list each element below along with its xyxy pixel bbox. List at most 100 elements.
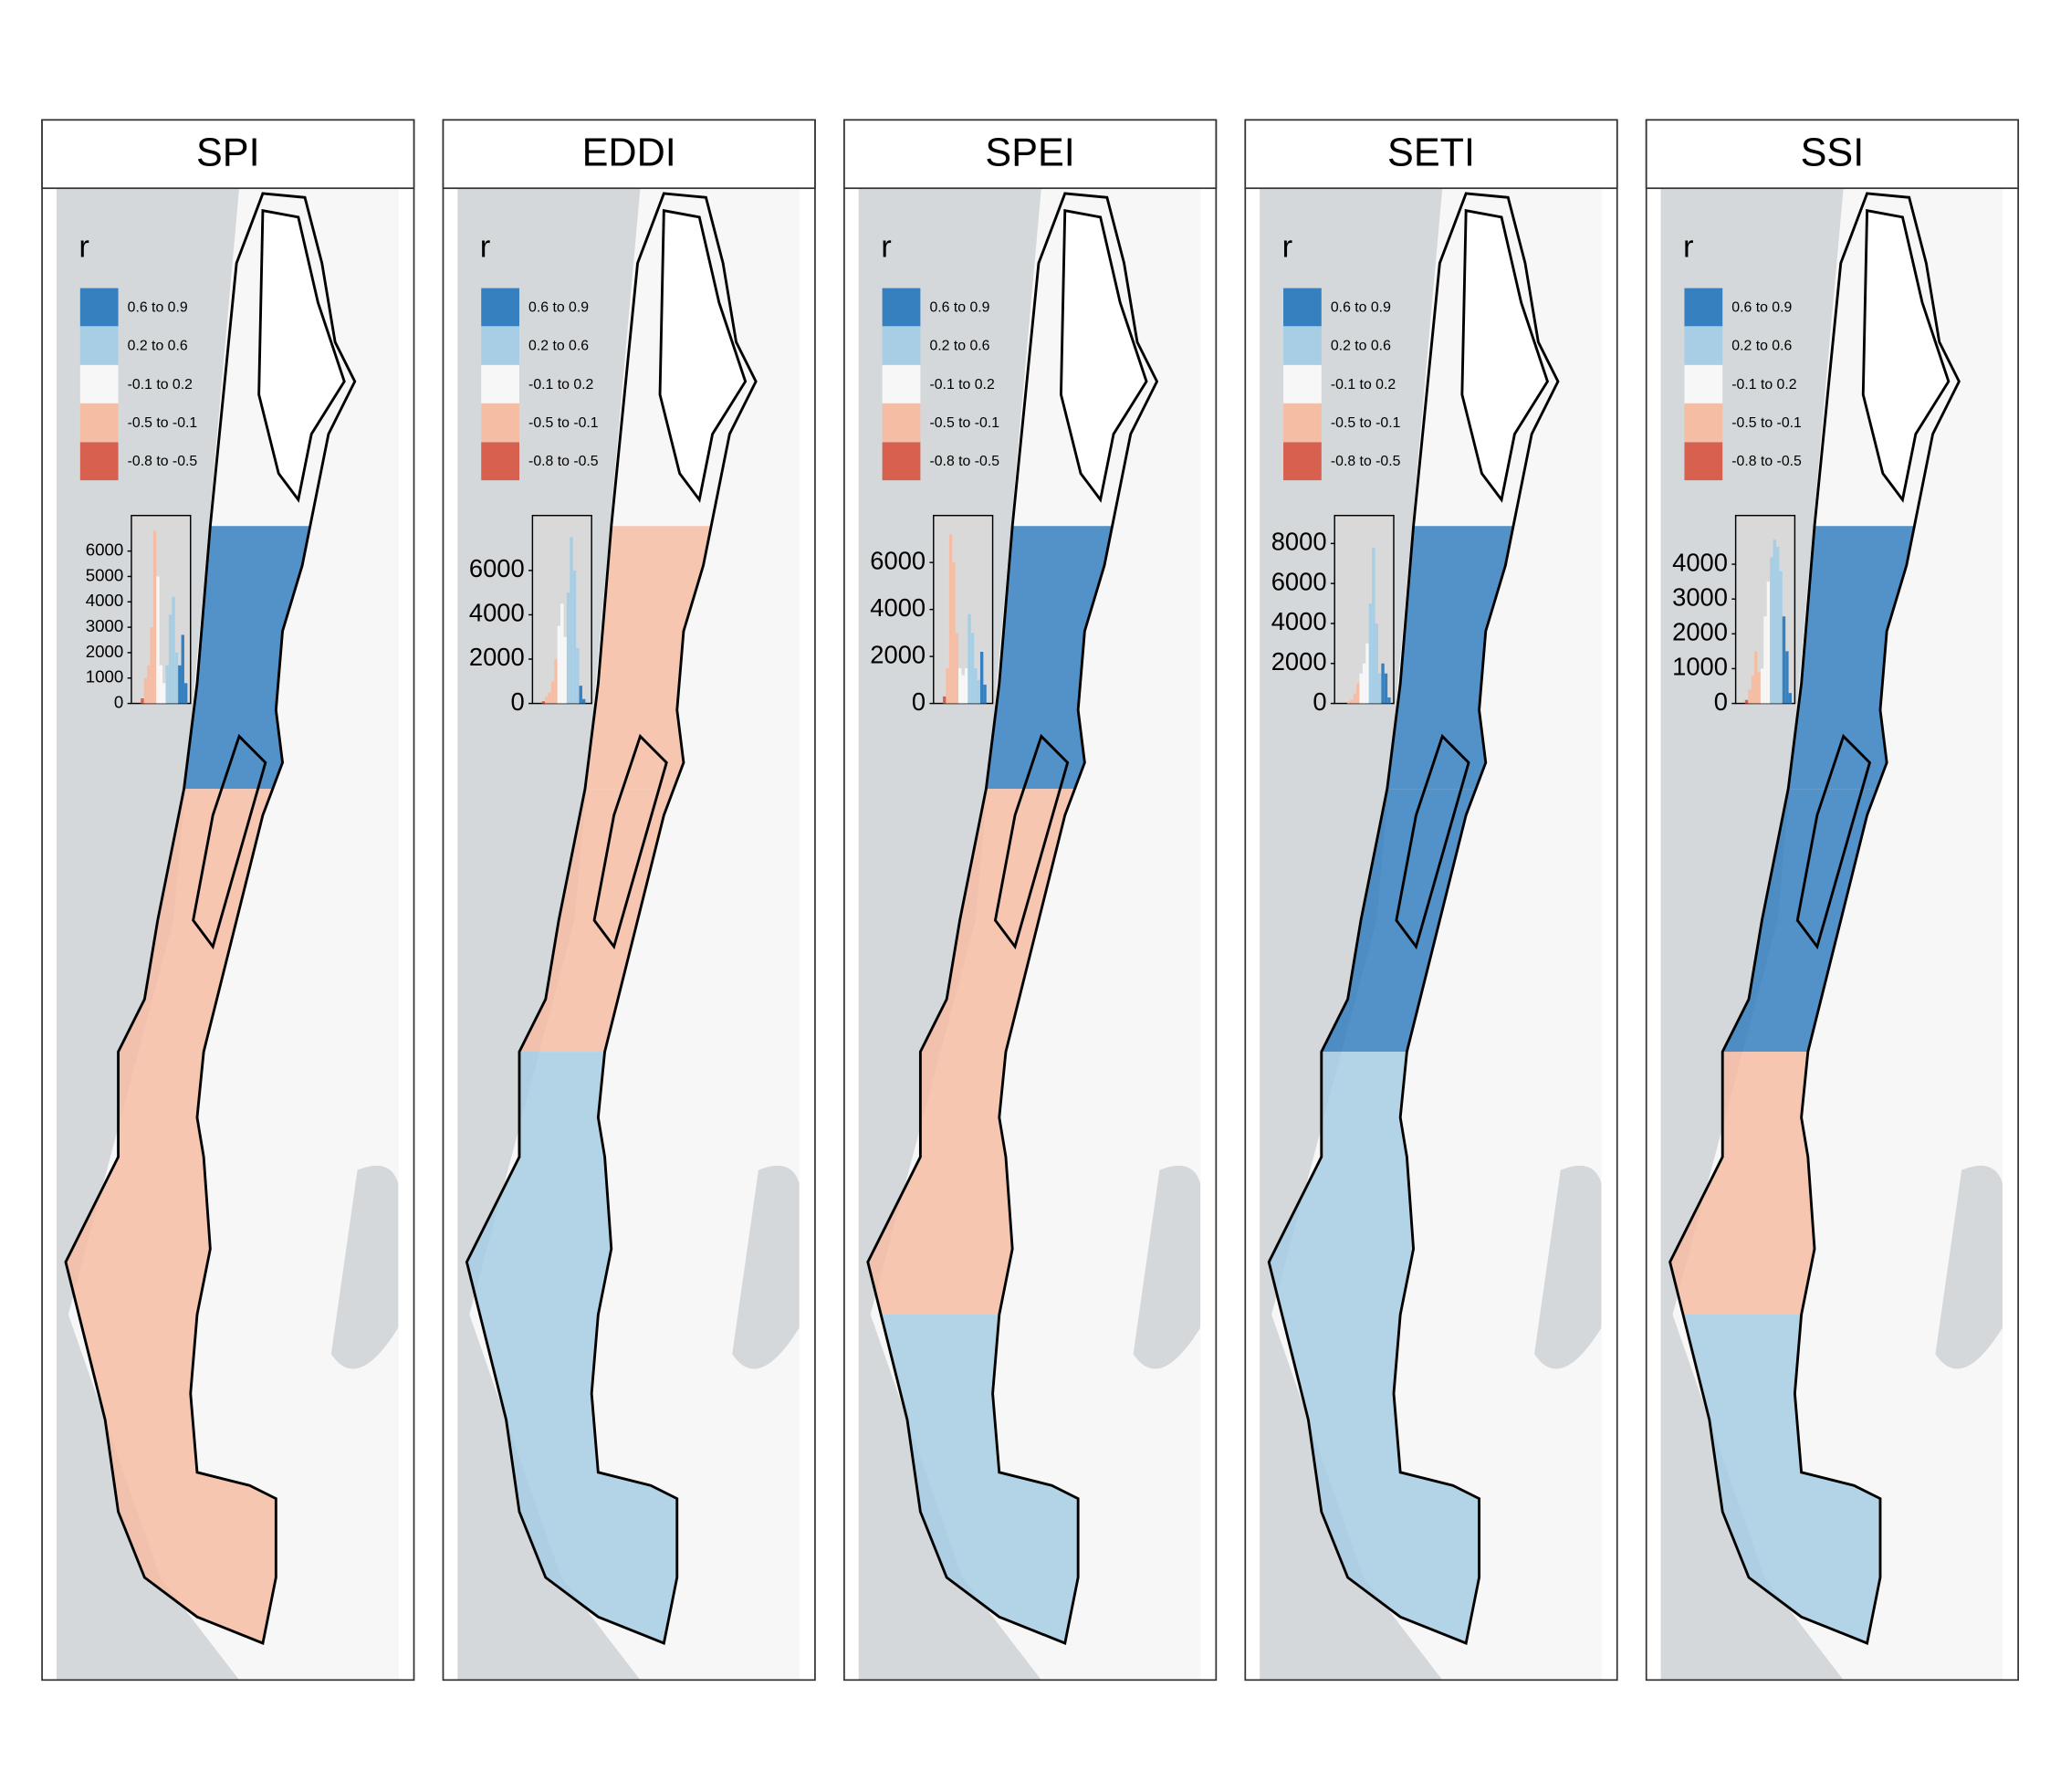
legend-label: 0.2 to 0.6	[1331, 339, 1391, 354]
legend-swatch	[882, 288, 921, 327]
histogram-tick-label: 3000	[86, 616, 124, 635]
legend-swatch	[1283, 326, 1322, 365]
panel-title: SPI	[196, 131, 260, 175]
histogram-tick-label: 2000	[1271, 647, 1327, 676]
histogram-bar	[181, 634, 184, 704]
legend-swatch	[882, 364, 921, 403]
histogram-bar	[948, 534, 953, 704]
legend-label: -0.5 to -0.1	[1731, 415, 1802, 431]
legend-swatch	[1684, 442, 1723, 481]
panel: SPI r 0.6 to 0.9 0.2 to 0.6 -0.1 to 0.2 -0.5 …	[41, 119, 415, 1682]
histogram-bar	[1368, 603, 1373, 704]
histogram-bar	[1375, 623, 1378, 704]
histogram-bar	[172, 596, 175, 704]
legend-swatch	[882, 442, 921, 481]
legend-label: -0.1 to 0.2	[528, 377, 593, 393]
histogram-bar	[964, 667, 968, 704]
chile-outline	[465, 192, 758, 1645]
histogram-bar	[1785, 651, 1789, 704]
legend-swatch	[1684, 364, 1723, 403]
legend-label: -0.5 to -0.1	[528, 415, 599, 431]
legend-label: -0.5 to -0.1	[1331, 415, 1401, 431]
histogram-bar	[581, 698, 586, 704]
histogram-bar	[1365, 643, 1369, 704]
legend-label: 0.2 to 0.6	[128, 339, 188, 354]
legend-label: -0.8 to -0.5	[1331, 454, 1401, 469]
histogram-bar	[165, 665, 169, 704]
panel-title: SSI	[1801, 131, 1865, 175]
panel: SETI r 0.6 to 0.9 0.2 to 0.6 -0.1 to 0.2 -0.5…	[1244, 119, 1618, 1682]
histogram-bar	[1744, 699, 1749, 704]
histogram-bar	[576, 647, 580, 704]
histogram-bar	[152, 530, 157, 704]
histogram-bar	[1775, 547, 1780, 704]
lake	[1133, 1165, 1201, 1369]
legend-title: r	[881, 230, 892, 265]
panel-header	[41, 119, 415, 190]
panel: SSI r 0.6 to 0.9 0.2 to 0.6 -0.1 to 0.2 -0.5 …	[1645, 119, 2020, 1682]
panel: EDDI r 0.6 to 0.9 0.2 to 0.6 -0.1 to 0.2 -0.5…	[442, 119, 816, 1682]
legend-label: 0.2 to 0.6	[1731, 339, 1792, 354]
histogram-tick-label: 4000	[870, 593, 926, 622]
chile-outline	[1668, 192, 1961, 1645]
legend-swatch	[79, 442, 119, 481]
histogram-bar	[952, 562, 956, 704]
histogram-bar	[1350, 699, 1354, 704]
histogram-tick-label: 6000	[86, 540, 124, 560]
histogram-bar	[955, 633, 959, 704]
legend-label: -0.1 to 0.2	[1331, 377, 1396, 393]
histogram-bar	[560, 603, 564, 704]
lake	[1935, 1165, 2003, 1369]
legend-title: r	[1683, 230, 1694, 265]
legend-label: -0.1 to 0.2	[929, 377, 994, 393]
basin-outline	[993, 733, 1070, 950]
histogram-bar	[983, 684, 987, 704]
histogram-bar	[1381, 663, 1385, 704]
legend-swatch	[882, 403, 921, 442]
histogram-bar	[579, 686, 582, 704]
histogram-bar	[958, 667, 962, 704]
legend-swatch	[1684, 403, 1723, 442]
histogram-bar	[178, 665, 182, 704]
legend-swatch	[1283, 364, 1322, 403]
histogram-tick-label: 1000	[86, 667, 124, 686]
histogram-bar	[1359, 673, 1363, 704]
histogram-tick-label: 2000	[870, 640, 926, 668]
histogram-bar	[1757, 672, 1761, 704]
histogram-bar	[1782, 616, 1786, 704]
histogram-bar	[1387, 697, 1391, 704]
legend-label: 0.6 to 0.9	[929, 299, 989, 315]
histogram-tick-label: 3000	[1672, 582, 1728, 611]
legend-label: 0.2 to 0.6	[929, 339, 989, 354]
legend-swatch	[1283, 288, 1322, 327]
legend-swatch	[481, 288, 519, 327]
legend-label: 0.6 to 0.9	[1331, 299, 1391, 315]
histogram-bar	[974, 667, 978, 704]
histogram-tick-label: 0	[511, 687, 525, 716]
lake	[732, 1165, 800, 1369]
histogram-tick-label: 4000	[1672, 548, 1728, 576]
basin-outline	[1395, 733, 1470, 950]
histogram-tick-label: 2000	[469, 643, 525, 671]
panel-title: EDDI	[582, 131, 676, 175]
legend-swatch	[481, 364, 519, 403]
basin-outline	[1060, 208, 1148, 503]
legend-label: 0.2 to 0.6	[528, 339, 589, 354]
histogram-bar	[961, 675, 965, 704]
legend-label: -0.8 to -0.5	[528, 454, 599, 469]
legend-swatch	[79, 364, 119, 403]
histogram-bar	[1372, 547, 1375, 704]
legend-label: -0.1 to 0.2	[1731, 377, 1796, 393]
panel-title: SETI	[1387, 131, 1475, 175]
histogram-bar	[1353, 693, 1357, 704]
histogram-bar	[1751, 676, 1755, 704]
histogram-tick-label: 1000	[1672, 653, 1728, 681]
panel-header	[442, 119, 816, 190]
histogram-bar	[156, 576, 160, 704]
histogram-bar	[1377, 673, 1382, 704]
histogram-bar	[1763, 616, 1767, 704]
panel-title: SPEI	[985, 131, 1074, 175]
basin-outline	[1795, 733, 1872, 950]
histogram-bar	[143, 677, 148, 704]
